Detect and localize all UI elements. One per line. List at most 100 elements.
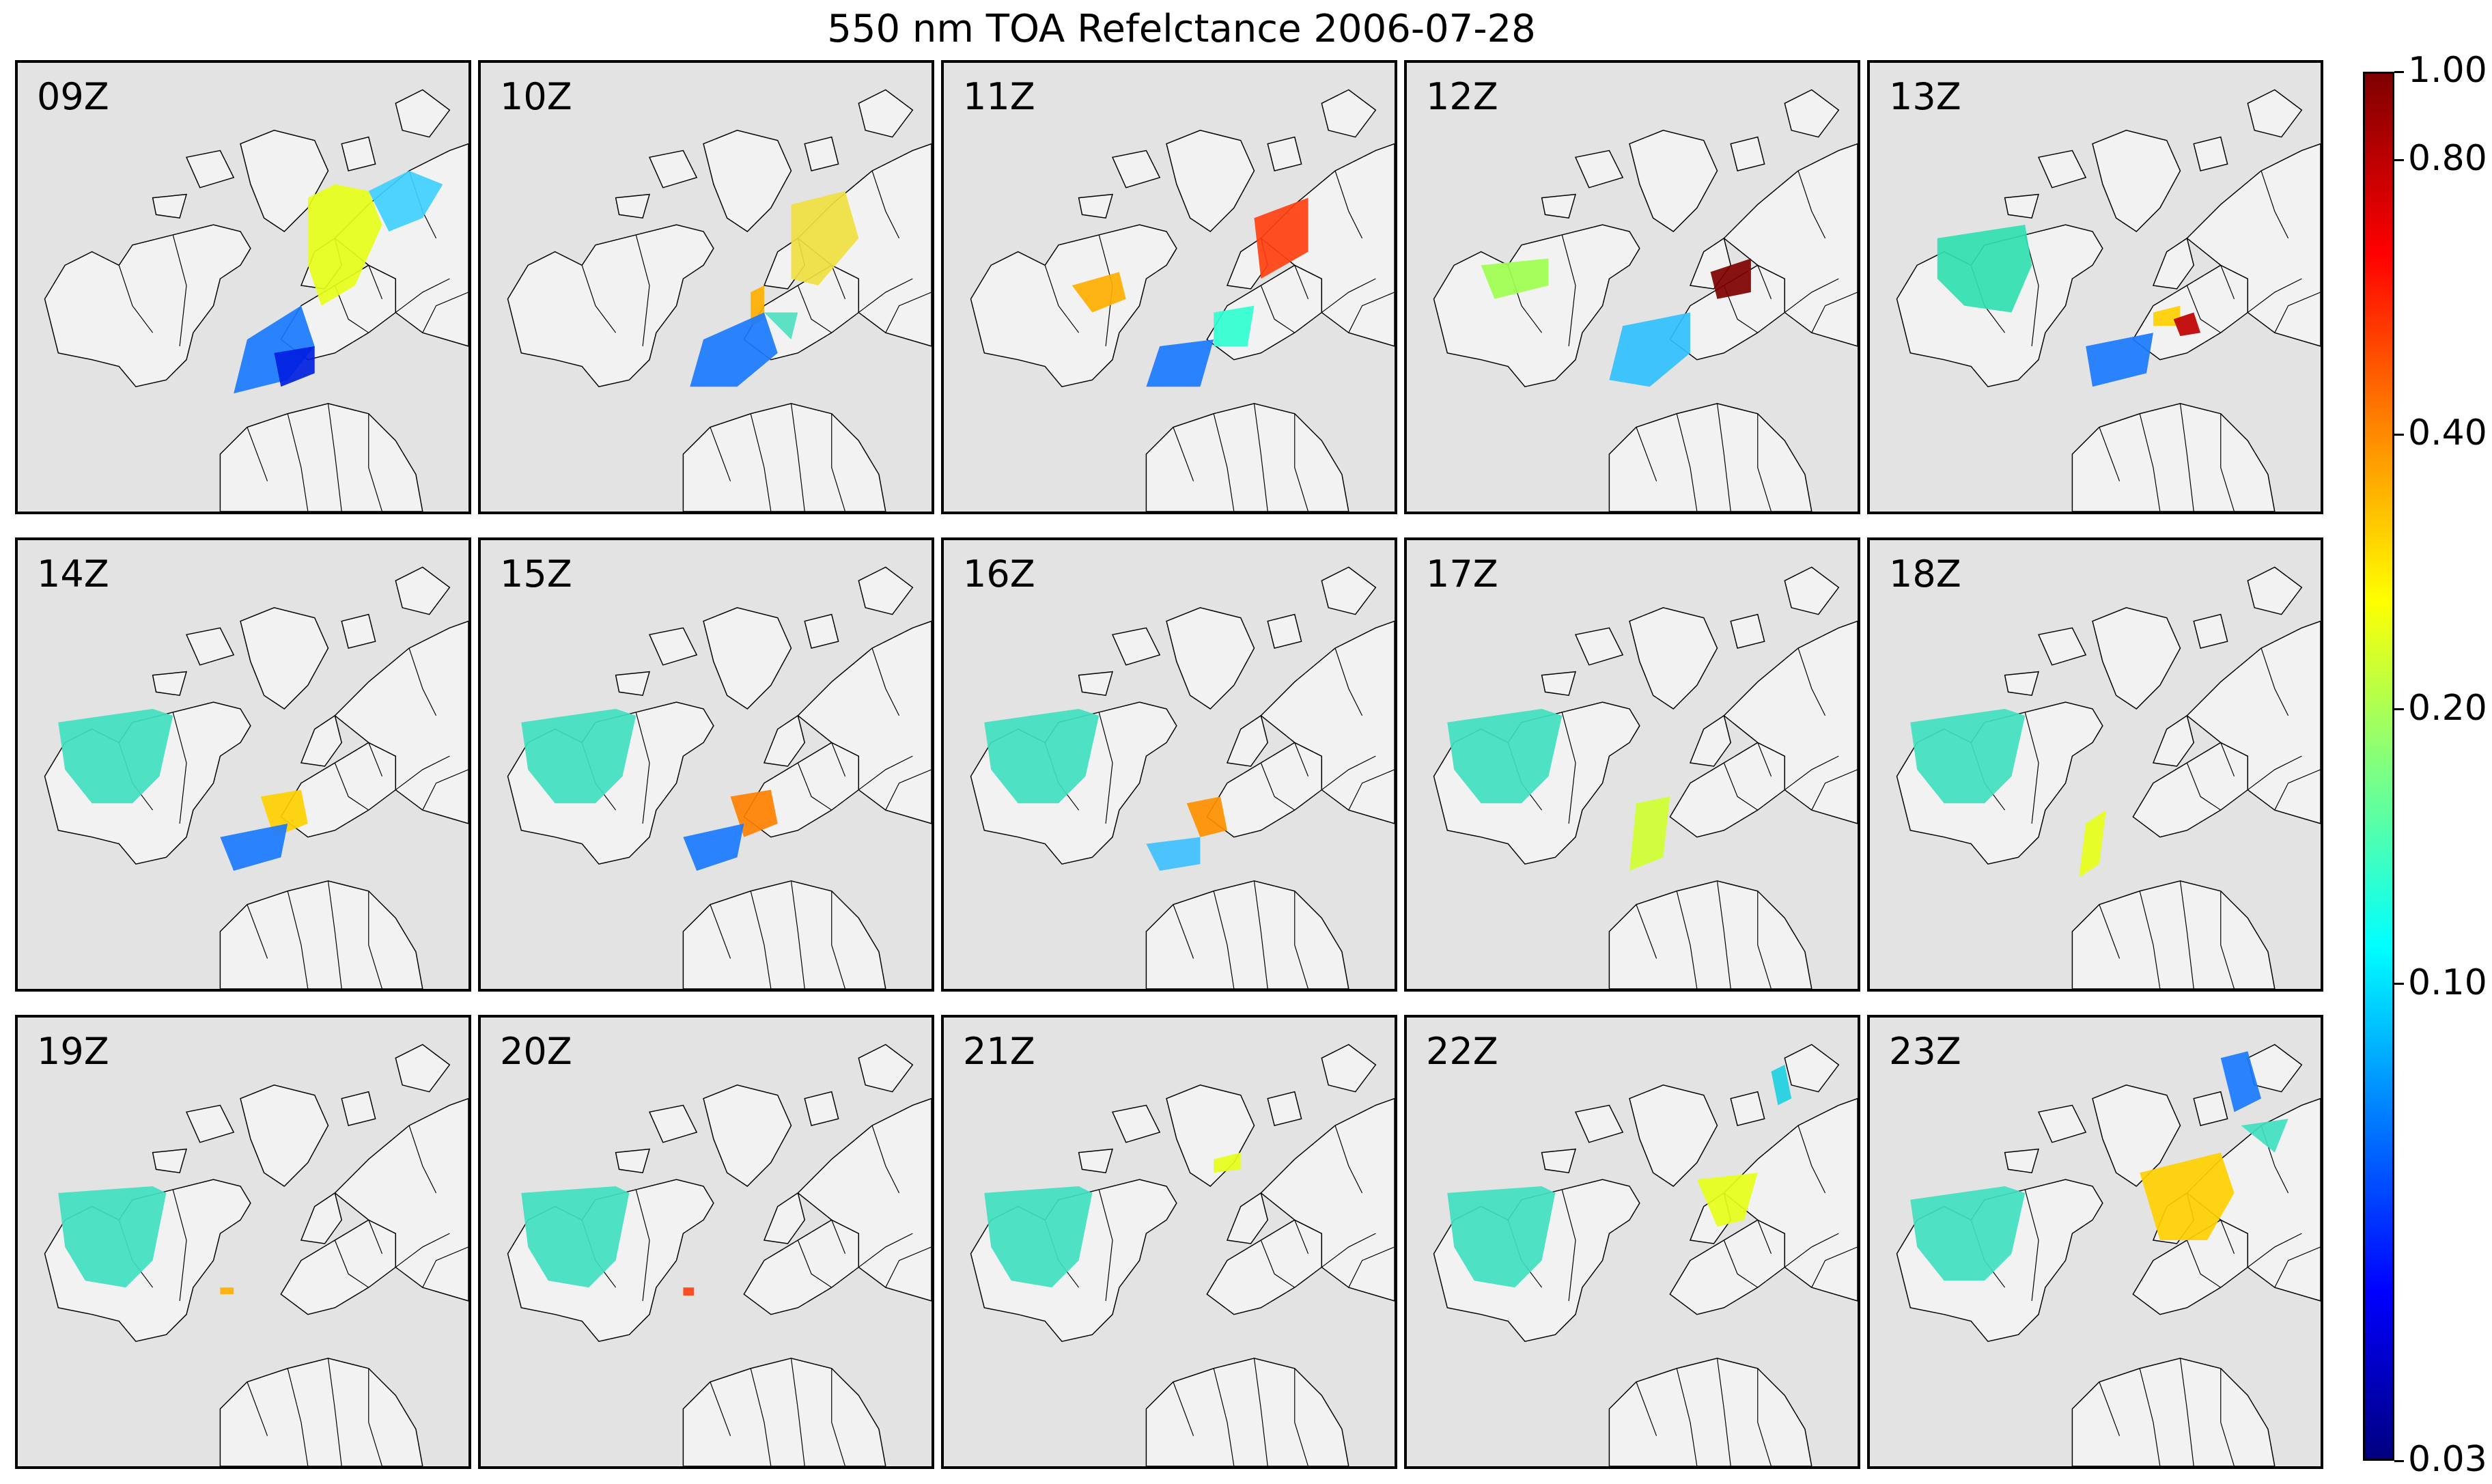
reflectance-swath: [2140, 1152, 2235, 1241]
colorbar: [2363, 72, 2394, 1461]
land-mass: [395, 566, 451, 615]
reflectance-swath: [521, 708, 636, 804]
land-mass: [1145, 403, 1349, 512]
country-border: [1173, 427, 1194, 481]
country-border: [1723, 762, 1759, 811]
map-svg: [944, 63, 1395, 512]
country-border: [422, 769, 468, 811]
land-mass: [703, 607, 792, 710]
country-border: [2186, 285, 2222, 333]
colorbar-tick-mark: [2394, 708, 2404, 711]
country-border: [368, 413, 383, 512]
country-border: [247, 1382, 268, 1436]
land-mass: [1784, 566, 1840, 615]
country-border: [2179, 1358, 2194, 1466]
reflectance-swath: [2241, 1119, 2288, 1153]
reflectance-swath: [1696, 1173, 1758, 1227]
land-mass: [300, 1192, 343, 1244]
country-border: [2274, 1246, 2321, 1288]
land-mass: [2004, 671, 2040, 697]
country-border: [635, 1189, 650, 1302]
reflectance-swath: [521, 1186, 630, 1288]
reflectance-swath: [2153, 305, 2181, 326]
country-border: [831, 1368, 846, 1466]
land-mass: [2037, 150, 2087, 188]
land-mass: [395, 89, 451, 138]
country-border: [287, 413, 309, 512]
land-mass: [1078, 1148, 1114, 1174]
land-mass: [341, 1091, 376, 1126]
colorbar-tick-mark: [2394, 158, 2404, 161]
land-mass: [2004, 1148, 2040, 1174]
country-border: [2247, 278, 2302, 313]
country-border: [2139, 891, 2161, 989]
country-border: [172, 1189, 187, 1302]
land-mass: [2193, 1091, 2228, 1126]
land-mass: [2071, 1358, 2276, 1466]
land-mass: [648, 1104, 698, 1143]
country-border: [2186, 1240, 2222, 1288]
country-border: [858, 1233, 913, 1268]
reflectance-swath: [1186, 796, 1227, 837]
country-border: [1334, 170, 1363, 239]
country-border: [1294, 1220, 1309, 1255]
reflectance-swath: [791, 191, 859, 286]
land-mass: [185, 627, 235, 666]
land-mass: [1730, 136, 1765, 171]
country-border: [797, 1240, 832, 1288]
panel-hour-label: 21Z: [963, 1030, 1035, 1073]
map-svg: [1407, 1018, 1858, 1466]
land-mass: [1267, 613, 1302, 649]
country-border: [1334, 647, 1363, 716]
reflectance-swath: [984, 708, 1100, 804]
country-border: [1334, 1125, 1363, 1194]
country-border: [1253, 1358, 1268, 1466]
country-border: [368, 742, 383, 777]
country-border: [710, 1382, 731, 1436]
panel-hour-label: 19Z: [37, 1030, 109, 1073]
land-mass: [1111, 627, 1161, 666]
land-mass: [152, 1148, 188, 1174]
country-border: [1676, 891, 1698, 989]
land-mass: [1267, 1091, 1302, 1126]
land-mass: [44, 224, 251, 388]
panel-hour-label: 10Z: [500, 75, 572, 118]
land-mass: [858, 1044, 914, 1093]
land-mass: [2193, 136, 2228, 171]
land-mass: [1260, 1097, 1395, 1302]
panel-hour-label: 16Z: [963, 552, 1035, 596]
country-border: [1676, 413, 1698, 512]
panel-hour-label: 23Z: [1889, 1030, 1961, 1073]
reflectance-swath: [1710, 258, 1751, 299]
country-border: [1260, 285, 1296, 333]
country-border: [422, 1246, 468, 1288]
land-mass: [1145, 1358, 1349, 1466]
country-border: [287, 891, 309, 989]
reflectance-swath: [1910, 1186, 2026, 1281]
land-mass: [2186, 620, 2321, 824]
land-mass: [1166, 130, 1255, 232]
country-border: [1294, 1368, 1309, 1466]
land-mass: [1226, 714, 1269, 767]
land-mass: [1629, 607, 1718, 710]
country-border: [750, 891, 772, 989]
country-border: [1213, 891, 1235, 989]
country-border: [1098, 712, 1113, 824]
reflectance-swath: [764, 312, 798, 340]
land-mass: [1574, 150, 1624, 188]
country-border: [1321, 278, 1376, 313]
country-border: [2247, 755, 2302, 791]
country-border: [1757, 413, 1772, 512]
panel-hour-label: 14Z: [37, 552, 109, 596]
reflectance-swath: [2086, 333, 2153, 387]
panel-hour-label: 18Z: [1889, 552, 1961, 596]
land-mass: [1689, 714, 1732, 767]
country-border: [1723, 1240, 1759, 1288]
land-mass: [615, 1148, 651, 1174]
land-mass: [858, 89, 914, 138]
panel-hour-label: 22Z: [1426, 1030, 1498, 1073]
land-mass: [615, 671, 651, 697]
country-border: [2260, 170, 2289, 239]
country-border: [1757, 742, 1772, 777]
country-border: [1348, 769, 1395, 811]
